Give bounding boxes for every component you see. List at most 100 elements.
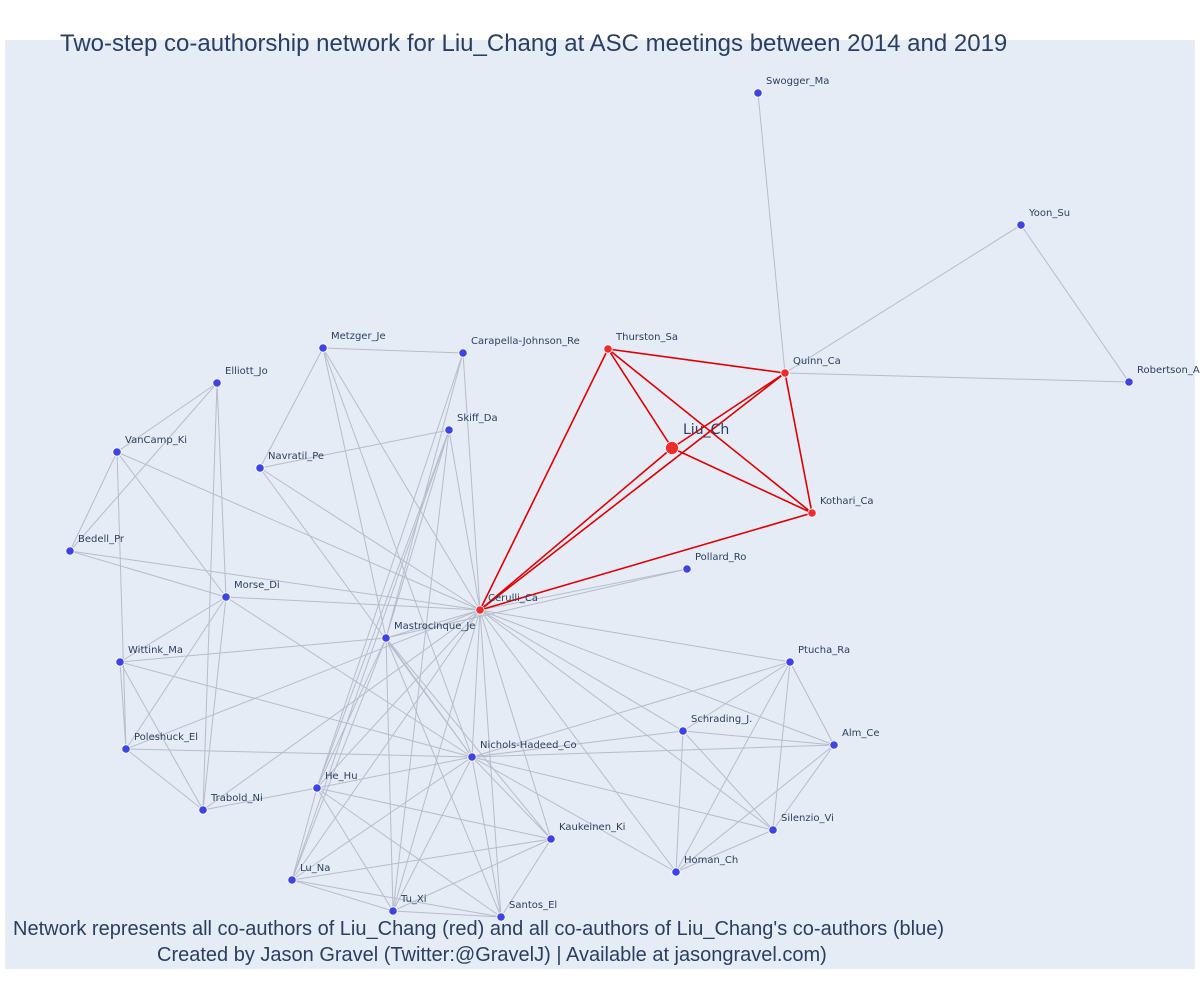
- edge-yoon-su-robertson-a: [1020, 224, 1130, 383]
- node-cerulli-ca[interactable]: [475, 605, 485, 615]
- node-skiff-da[interactable]: [444, 425, 454, 435]
- edge-cerulli-ca-he-hu: [316, 609, 481, 789]
- edge-bedell-pr-cerulli-ca: [69, 550, 481, 611]
- node-poleshuck-el[interactable]: [121, 744, 131, 754]
- edge-alm-ce-silenzio-vi: [772, 744, 835, 831]
- node-label-swogger-ma: Swogger_Ma: [766, 76, 829, 87]
- edge-cerulli-ca-ptucha-ra: [479, 609, 791, 663]
- node-label-metzger-je: Metzger_Je: [331, 331, 386, 342]
- edge-cerulli-ca-pollard-ro: [479, 568, 688, 611]
- edge-tu-xi-kaukeinen-ki: [392, 838, 552, 912]
- node-elliott-jo[interactable]: [212, 378, 222, 388]
- edge-kaukeinen-ki-santos-el: [500, 838, 552, 918]
- edge-schrading-j-homan-ch: [675, 730, 684, 873]
- node-alm-ce[interactable]: [829, 740, 839, 750]
- node-label-pollard-ro: Pollard_Ro: [695, 552, 746, 563]
- edge-mastrocinque-je-nichols-hadeed-co: [385, 637, 473, 758]
- node-pollard-ro[interactable]: [682, 564, 692, 574]
- node-vancamp-ki[interactable]: [112, 447, 122, 457]
- edge-mastrocinque-je-cerulli-ca: [385, 609, 481, 639]
- edge-cerulli-ca-schrading-j: [479, 609, 684, 732]
- node-label-skiff-da: Skiff_Da: [457, 413, 498, 424]
- edge-metzger-je-mastrocinque-je: [322, 347, 387, 639]
- edge-metzger-je-nichols-hadeed-co: [322, 347, 473, 758]
- node-liu-ch[interactable]: [665, 441, 679, 455]
- node-label-alm-ce: Alm_Ce: [842, 728, 880, 739]
- edge-wittink-ma-nichols-hadeed-co: [119, 661, 473, 758]
- edge-cerulli-ca-alm-ce: [479, 609, 835, 746]
- chart-title: Two-step co-authorship network for Liu_C…: [60, 30, 1008, 57]
- node-metzger-je[interactable]: [318, 343, 328, 353]
- node-ptucha-ra[interactable]: [785, 657, 795, 667]
- node-label-morse-di: Morse_Di: [234, 580, 280, 591]
- edge-bedell-pr-morse-di: [69, 550, 227, 598]
- edge-elliott-jo-bedell-pr: [69, 382, 218, 552]
- edge-schrading-j-alm-ce: [682, 730, 835, 746]
- edge-elliott-jo-trabold-ni: [202, 382, 218, 811]
- edge-mastrocinque-je-kaukeinen-ki: [385, 637, 552, 840]
- edge-mastrocinque-je-pollard-ro: [385, 568, 688, 639]
- node-mastrocinque-je[interactable]: [381, 633, 391, 643]
- edge-morse-di-trabold-ni: [202, 596, 227, 811]
- edge-cerulli-ca-homan-ch: [479, 609, 677, 873]
- node-wittink-ma[interactable]: [115, 657, 125, 667]
- node-quinn-ca[interactable]: [780, 368, 790, 378]
- edge-kothari-ca-cerulli-ca: [479, 512, 813, 611]
- edge-metzger-je-carapella-johnson-re: [322, 347, 464, 354]
- node-robertson-a[interactable]: [1124, 377, 1134, 387]
- edge-liu-ch-cerulli-ca: [479, 447, 673, 611]
- node-kaukeinen-ki[interactable]: [546, 834, 556, 844]
- node-label-carapella-johnson-re: Carapella-Johnson_Re: [471, 336, 580, 347]
- node-yoon-su[interactable]: [1016, 220, 1026, 230]
- node-label-thurston-sa: Thurston_Sa: [615, 332, 678, 343]
- node-thurston-sa[interactable]: [603, 344, 613, 354]
- edge-lu-na-santos-el: [291, 879, 502, 918]
- edge-cerulli-ca-nichols-hadeed-co: [471, 609, 481, 758]
- node-label-yoon-su: Yoon_Su: [1028, 208, 1070, 219]
- node-label-bedell-pr: Bedell_Pr: [78, 534, 125, 545]
- edge-nichols-hadeed-co-kaukeinen-ki: [471, 756, 552, 840]
- node-navratil-pe[interactable]: [255, 463, 265, 473]
- node-label-vancamp-ki: VanCamp_Ki: [125, 435, 187, 446]
- edge-quinn-ca-swogger-ma: [757, 92, 786, 374]
- node-tu-xi[interactable]: [388, 906, 398, 916]
- node-carapella-johnson-re[interactable]: [458, 348, 468, 358]
- edge-nichols-hadeed-co-santos-el: [471, 756, 502, 918]
- edge-quinn-ca-yoon-su: [784, 224, 1022, 374]
- edge-tu-xi-santos-el: [392, 910, 502, 918]
- edge-mastrocinque-je-he-hu: [316, 637, 387, 789]
- edge-mastrocinque-je-lu-na: [291, 637, 387, 881]
- node-bedell-pr[interactable]: [65, 546, 75, 556]
- labels-layer: Liu_Ch Thurston_Sa Quinn_Ca Kothari_Ca Cerul…: [78, 76, 1200, 911]
- node-santos-el[interactable]: [496, 912, 506, 922]
- edge-he-hu-tu-xi: [316, 787, 394, 912]
- edge-ptucha-ra-alm-ce: [789, 661, 835, 746]
- edge-wittink-ma-trabold-ni: [119, 661, 204, 811]
- node-lu-na[interactable]: [287, 875, 297, 885]
- node-nichols-hadeed-co[interactable]: [467, 752, 477, 762]
- edge-trabold-ni-he-hu: [202, 787, 318, 811]
- node-schrading-j[interactable]: [678, 726, 688, 736]
- edge-vancamp-ki-bedell-pr: [69, 451, 118, 552]
- node-label-kaukeinen-ki: Kaukeinen_Ki: [559, 822, 625, 833]
- edge-thurston-sa-cerulli-ca: [479, 348, 609, 611]
- edge-morse-di-wittink-ma: [119, 596, 227, 663]
- node-trabold-ni[interactable]: [198, 805, 208, 815]
- node-he-hu[interactable]: [312, 783, 322, 793]
- edge-vancamp-ki-morse-di: [116, 451, 227, 598]
- edge-nichols-hadeed-co-ptucha-ra: [471, 661, 791, 758]
- edge-cerulli-ca-santos-el: [479, 609, 502, 918]
- edge-mastrocinque-je-tu-xi: [385, 637, 394, 912]
- edge-skiff-da-cerulli-ca: [448, 429, 481, 611]
- edge-skiff-da-mastrocinque-je: [385, 429, 450, 639]
- node-silenzio-vi[interactable]: [768, 825, 778, 835]
- node-morse-di[interactable]: [221, 592, 231, 602]
- edge-alm-ce-homan-ch: [675, 744, 835, 873]
- caption-line-2: Created by Jason Gravel (Twitter:@Gravel…: [157, 944, 827, 966]
- node-swogger-ma[interactable]: [753, 88, 763, 98]
- node-homan-ch[interactable]: [671, 867, 681, 877]
- node-label-homan-ch: Homan_Ch: [684, 855, 738, 866]
- nodes-layer: [65, 88, 1134, 922]
- edge-thurston-sa-quinn-ca: [607, 348, 786, 374]
- node-kothari-ca[interactable]: [807, 508, 817, 518]
